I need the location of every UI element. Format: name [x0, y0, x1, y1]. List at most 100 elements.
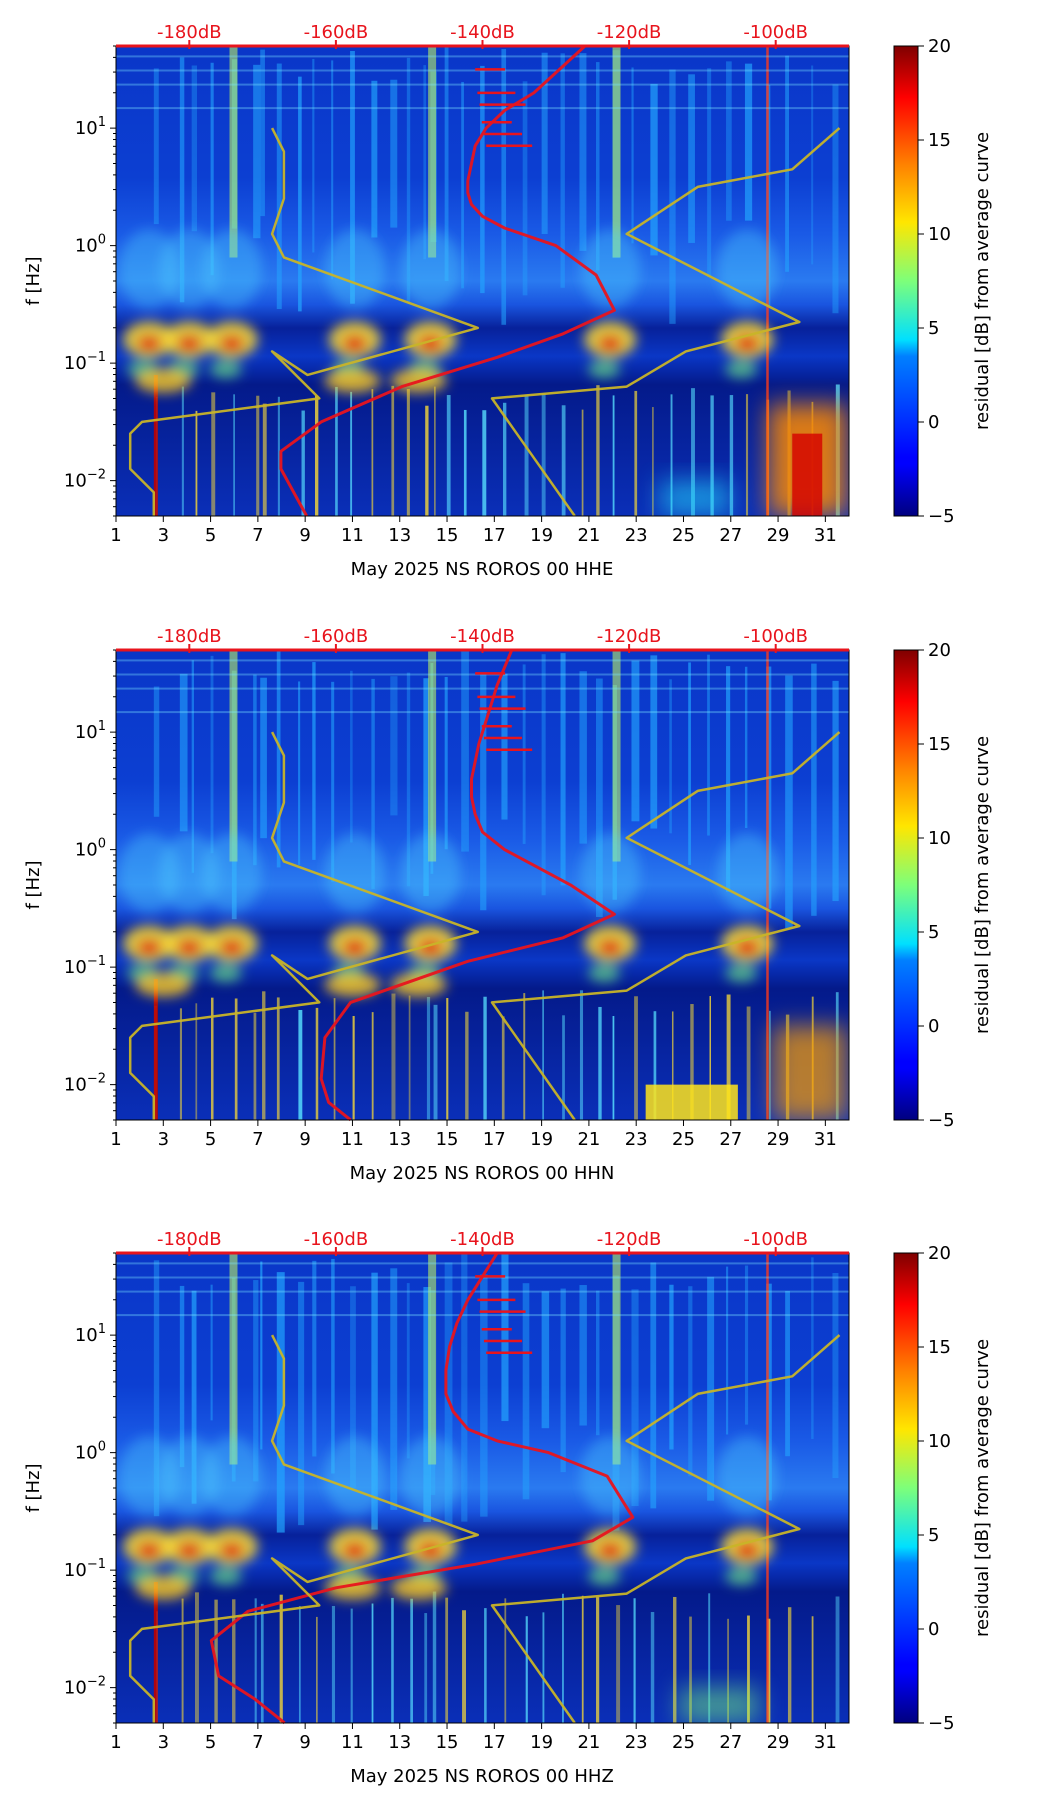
- noise-stripe: [631, 67, 634, 244]
- y-tick-label: 101: [75, 719, 106, 743]
- noise-stripe: [153, 979, 158, 1120]
- noise-stripe: [371, 80, 378, 238]
- top-axis-tick-label: -100dB: [743, 626, 808, 647]
- noise-stripe: [650, 1262, 657, 1509]
- x-tick-label: 15: [436, 1732, 459, 1753]
- noise-stripe: [462, 1610, 466, 1723]
- microseism-blob: [219, 1542, 244, 1559]
- top-axis-tick-label: -180dB: [157, 22, 222, 43]
- noise-stripe: [581, 1595, 584, 1723]
- noise-stripe: [179, 1008, 183, 1120]
- noise-stripe: [316, 1616, 318, 1723]
- microseism-blob: [725, 360, 758, 379]
- noise-stripe: [428, 650, 437, 862]
- noise-stripe: [333, 998, 336, 1120]
- spectrogram-image: [116, 1253, 849, 1723]
- noise-stripe: [444, 1262, 453, 1525]
- noise-stripe: [350, 391, 353, 516]
- noise-stripe: [253, 1012, 257, 1120]
- noise-stripe: [423, 1287, 431, 1522]
- x-tick-label: 11: [341, 1129, 364, 1150]
- noise-stripe: [315, 1007, 319, 1120]
- noise-stripe: [811, 1257, 814, 1439]
- noise-stripe: [595, 678, 603, 917]
- microseism-blob: [717, 833, 778, 914]
- noise-stripe: [195, 410, 198, 516]
- noise-stripe: [425, 405, 429, 516]
- noise-stripe: [210, 997, 214, 1120]
- y-tick-label: 10−2: [64, 1675, 106, 1699]
- microseism-blob: [137, 335, 162, 352]
- noise-stripe: [446, 998, 449, 1120]
- noise-stripe: [709, 996, 712, 1120]
- x-tick-label: 13: [388, 1129, 411, 1150]
- noise-stripe: [650, 1612, 655, 1723]
- noise-stripe: [612, 46, 621, 258]
- colorbar-tick-label: −5: [928, 1110, 955, 1131]
- noise-stripe: [669, 1284, 674, 1450]
- microseism-blob: [580, 229, 641, 310]
- top-axis-tick-label: -100dB: [743, 22, 808, 43]
- noise-stripe: [525, 1616, 528, 1723]
- noise-stripe: [153, 1582, 158, 1723]
- colorbar-tick-label: 5: [928, 922, 939, 943]
- x-tick-label: 1: [110, 1129, 121, 1150]
- noise-stripe: [480, 672, 487, 911]
- noise-stripe: [234, 998, 238, 1120]
- noise-stripe: [262, 403, 267, 516]
- noise-stripe: [707, 654, 710, 836]
- top-axis-tick-label: -140dB: [450, 1229, 515, 1250]
- noise-stripe: [542, 1612, 545, 1723]
- noise-stripe: [390, 79, 398, 228]
- x-tick-label: 7: [252, 1732, 263, 1753]
- microseism-blobs: [119, 229, 778, 393]
- noise-stripe: [501, 1254, 509, 1422]
- microseism-blob: [159, 229, 220, 310]
- noise-stripe: [350, 1608, 353, 1723]
- noise-stripe: [612, 1016, 615, 1120]
- microseism-blobs: [119, 833, 778, 997]
- noise-stripe: [483, 996, 487, 1120]
- noise-stripe: [744, 1265, 749, 1425]
- noise-stripe: [428, 46, 437, 258]
- noise-stripe: [560, 53, 565, 288]
- noise-stripe: [424, 1613, 428, 1723]
- noise-stripe: [612, 395, 615, 516]
- high-noise-model-line: [490, 127, 841, 517]
- noise-stripe: [746, 1006, 751, 1120]
- noise-stripe: [708, 1593, 711, 1723]
- noise-stripe: [560, 1288, 566, 1473]
- x-tick-label: 5: [205, 525, 216, 546]
- noise-stripe: [406, 1283, 410, 1459]
- low-frequency-bursts: [678, 1687, 759, 1723]
- x-tick-label: 7: [252, 1129, 263, 1150]
- noise-stripe: [352, 1015, 355, 1120]
- microseism-blob: [135, 972, 192, 997]
- y-axis-label: f [Hz]: [23, 1463, 44, 1512]
- x-axis-label: May 2025 NS ROROS 00 HHN: [350, 1163, 615, 1184]
- microseism-blob: [717, 229, 778, 310]
- x-tick-label: 9: [299, 1129, 310, 1150]
- microseism-blob: [735, 335, 760, 352]
- noise-stripe: [276, 1272, 285, 1533]
- colorbar-tick-label: 10: [928, 224, 951, 245]
- noise-stripe: [194, 1592, 199, 1723]
- noise-stripe: [465, 1011, 469, 1120]
- noise-stripe: [116, 687, 849, 690]
- y-tick-label: 10−1: [64, 954, 106, 978]
- noise-stripe: [690, 1004, 694, 1120]
- x-tick-label: 19: [530, 1129, 553, 1150]
- x-tick-label: 15: [436, 1129, 459, 1150]
- noise-stripe: [688, 74, 695, 243]
- noise-stripe: [522, 1283, 530, 1500]
- noise-stripe: [390, 1268, 398, 1510]
- microseism-blob: [342, 939, 367, 956]
- noise-stripe: [153, 686, 160, 817]
- noise-stripe: [595, 1290, 600, 1436]
- noise-stripe: [670, 394, 673, 516]
- noise-stripe: [195, 1003, 198, 1120]
- microseism-blob: [209, 1567, 242, 1586]
- noise-stripe: [335, 386, 338, 516]
- microseism-blob: [400, 229, 461, 310]
